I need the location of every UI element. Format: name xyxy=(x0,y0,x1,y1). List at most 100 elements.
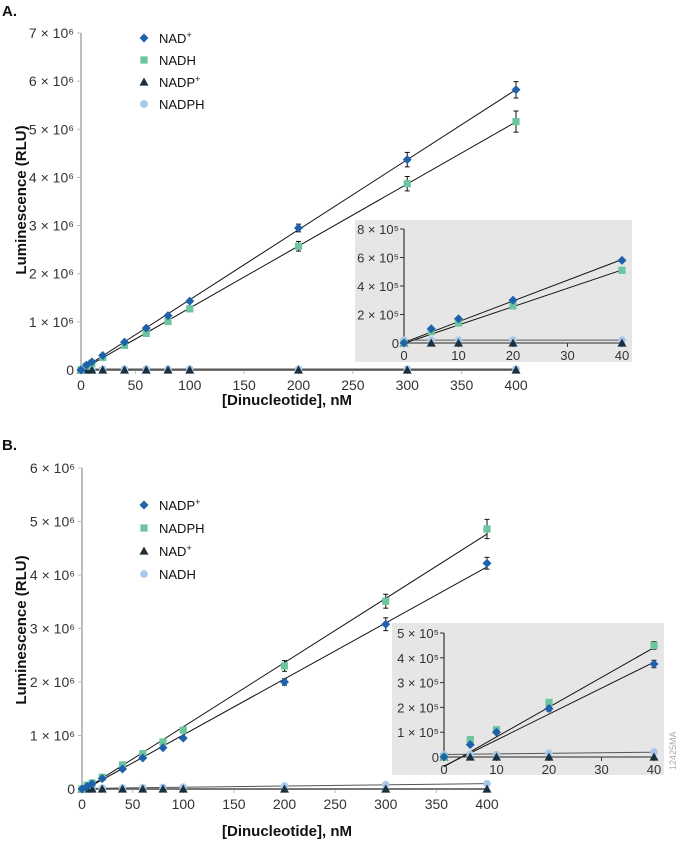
x-tick-label: 300 xyxy=(374,796,398,812)
data-point-diamond xyxy=(87,357,97,367)
data-point-triangle xyxy=(139,77,149,86)
data-point-triangle xyxy=(163,365,173,374)
y-tick-label: 4 × 10⁵ xyxy=(397,651,439,666)
x-axis-title: [Dinucleotide], nM xyxy=(222,823,352,840)
x-tick-label: 30 xyxy=(560,348,574,363)
data-point-triangle xyxy=(280,784,289,793)
data-point-diamond xyxy=(138,753,148,763)
legend-label: NADH xyxy=(159,53,196,68)
legend: NAD+ NADH NADP+ NADPH xyxy=(139,30,205,112)
y-tick-label: 4 × 10⁵ xyxy=(357,279,399,294)
legend-label-superscript: + xyxy=(186,543,191,553)
x-tick-label: 300 xyxy=(396,377,420,393)
legend-label: NADP+ xyxy=(159,497,200,513)
y-tick-label: 0 xyxy=(66,362,74,378)
fit-line-nadp-plus xyxy=(443,661,655,767)
data-point-square xyxy=(483,525,491,533)
y-axis-title: Luminescence (RLU) xyxy=(13,125,30,274)
data-point-square xyxy=(650,641,658,649)
data-point-triangle xyxy=(544,752,554,761)
data-point-diamond xyxy=(511,85,521,95)
x-tick-label: 350 xyxy=(450,377,474,393)
x-tick-label: 0 xyxy=(78,796,86,812)
x-tick-label: 150 xyxy=(222,796,246,812)
data-point-triangle xyxy=(87,365,97,374)
data-point-triangle xyxy=(508,338,518,347)
data-point-diamond xyxy=(544,704,554,714)
data-point-square xyxy=(512,117,520,126)
y-tick-label: 2 × 10⁵ xyxy=(397,700,439,715)
data-point-circle xyxy=(650,748,658,756)
y-tick-label: 6 × 10⁶ xyxy=(29,73,74,89)
x-tick-label: 0 xyxy=(440,762,447,777)
x-tick-label: 100 xyxy=(178,377,202,393)
data-point-triangle xyxy=(465,752,475,761)
data-point-diamond xyxy=(87,779,97,789)
data-point-diamond xyxy=(649,659,659,669)
x-tick-label: 0 xyxy=(77,377,85,393)
y-tick-label: 8 × 10⁵ xyxy=(357,222,399,237)
x-tick-label: 40 xyxy=(647,762,661,777)
data-point-triangle xyxy=(185,365,195,374)
y-tick-label: 5 × 10⁵ xyxy=(397,626,439,641)
data-point-diamond xyxy=(76,365,86,375)
x-tick-label: 200 xyxy=(273,796,297,812)
data-point-square xyxy=(140,56,148,64)
data-point-diamond xyxy=(280,677,289,687)
data-point-square xyxy=(140,524,148,532)
data-point-diamond xyxy=(97,774,107,784)
x-tick-label: 10 xyxy=(489,762,503,777)
data-point-diamond xyxy=(508,295,518,305)
series-group xyxy=(76,81,521,375)
data-point-triangle xyxy=(482,784,492,793)
data-point-triangle xyxy=(87,784,97,793)
data-point-diamond xyxy=(399,338,409,348)
data-point-diamond xyxy=(439,752,449,762)
data-point-triangle xyxy=(139,546,149,555)
y-tick-label: 5 × 10⁶ xyxy=(30,514,75,530)
legend-label-superscript: + xyxy=(186,30,191,40)
data-point-triangle xyxy=(381,784,391,793)
inset-series-group xyxy=(399,255,627,348)
data-point-diamond xyxy=(185,296,195,306)
data-point-diamond xyxy=(454,314,463,324)
y-tick-label: 0 xyxy=(67,781,75,797)
data-point-diamond xyxy=(98,351,108,361)
x-tick-label: 250 xyxy=(341,377,365,393)
x-tick-label: 250 xyxy=(323,796,347,812)
data-point-triangle xyxy=(492,752,501,761)
data-point-diamond xyxy=(139,33,149,43)
data-point-triangle xyxy=(294,365,303,374)
data-point-triangle xyxy=(138,784,148,793)
panel-label: B. xyxy=(2,437,17,454)
y-tick-label: 2 × 10⁶ xyxy=(30,674,75,690)
x-tick-label: 200 xyxy=(287,377,311,393)
data-point-square xyxy=(294,242,303,250)
y-tick-label: 3 × 10⁵ xyxy=(397,676,439,691)
legend: NADP+ NADPH NAD+ NADH xyxy=(139,497,205,582)
data-point-triangle xyxy=(511,365,521,374)
data-point-diamond xyxy=(163,311,173,321)
legend-label: NADH xyxy=(159,567,196,582)
inset-background xyxy=(392,623,664,775)
data-point-triangle xyxy=(97,784,107,793)
y-tick-label: 1 × 10⁶ xyxy=(29,314,74,330)
y-tick-label: 3 × 10⁶ xyxy=(29,218,74,234)
x-tick-label: 50 xyxy=(128,377,144,393)
y-tick-label: 5 × 10⁶ xyxy=(29,121,74,137)
data-point-square xyxy=(142,329,150,338)
data-point-triangle xyxy=(178,784,188,793)
data-point-triangle xyxy=(426,338,436,347)
y-tick-label: 4 × 10⁶ xyxy=(30,567,75,583)
x-axis-title: [Dinucleotide], nM xyxy=(222,392,352,409)
legend-label: NAD+ xyxy=(159,543,192,559)
data-point-square xyxy=(403,180,411,188)
y-tick-label: 0 xyxy=(392,336,399,351)
x-tick-label: 350 xyxy=(425,796,449,812)
y-tick-label: 1 × 10⁶ xyxy=(30,728,75,744)
legend-label-superscript: + xyxy=(195,74,200,84)
data-point-square xyxy=(280,662,289,670)
